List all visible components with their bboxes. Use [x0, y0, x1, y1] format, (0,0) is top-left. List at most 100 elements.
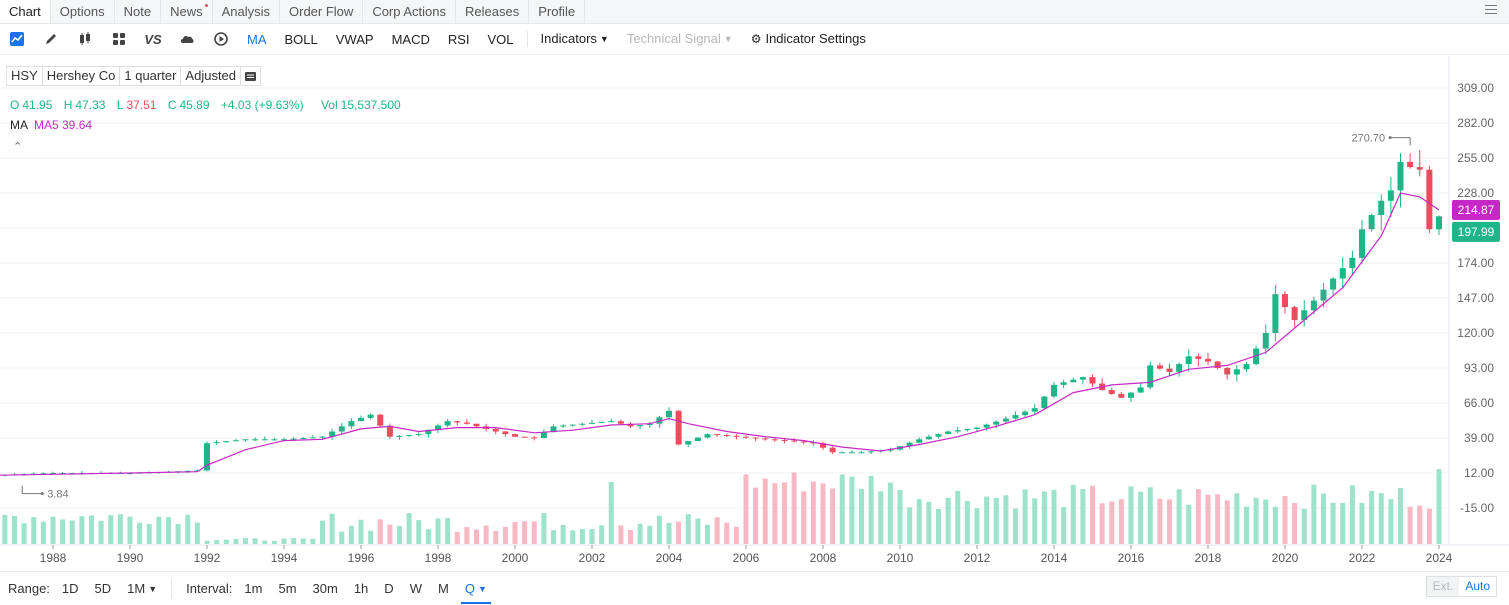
tab-profile[interactable]: Profile: [529, 0, 586, 23]
interval-5m[interactable]: 5m: [278, 581, 297, 596]
footer-divider: [171, 578, 173, 599]
tab-chart[interactable]: Chart: [0, 0, 51, 23]
time-tick-label: 2012: [964, 551, 991, 565]
chart-type-icon[interactable]: [0, 24, 34, 55]
period-label[interactable]: 1 quarter: [120, 67, 182, 85]
tab-menu-icon[interactable]: [1485, 5, 1497, 17]
ma-price-tag: 214.87: [1458, 203, 1495, 217]
interval-30m[interactable]: 30m: [312, 581, 338, 596]
ext-button[interactable]: Ext.: [1426, 577, 1460, 596]
volume-bar: [724, 522, 730, 544]
indicator-macd-button[interactable]: MACD: [391, 31, 430, 47]
indicators-menu[interactable]: Indicators ▼: [540, 31, 609, 46]
replay-icon[interactable]: [204, 24, 238, 55]
candle-body: [1185, 356, 1192, 365]
volume-bar: [1109, 501, 1115, 544]
range-5d[interactable]: 5D: [94, 581, 112, 596]
volume-bar: [830, 488, 836, 544]
chart-toolbar: VS MA BOLL VWAP MACD RSI VOL Indicators ▼ Tech…: [0, 24, 1509, 55]
volume-bar: [551, 530, 556, 544]
interval-m[interactable]: M: [437, 581, 449, 596]
technical-signal-menu[interactable]: Technical Signal ▼: [626, 31, 733, 46]
tab-corp-actions[interactable]: Corp Actions: [363, 0, 457, 23]
candle-body: [1397, 161, 1404, 191]
candle-body: [1002, 418, 1009, 422]
draw-pencil-icon[interactable]: [34, 24, 68, 55]
legend-menu-icon[interactable]: [241, 67, 260, 85]
close-value: 45.89: [179, 98, 210, 112]
volume-bar: [1244, 506, 1249, 544]
layout-grid-icon[interactable]: [102, 24, 136, 55]
candle-body: [194, 470, 201, 472]
interval-d[interactable]: D: [384, 581, 394, 596]
volume-bar: [1032, 498, 1038, 544]
indicator-vol-button[interactable]: VOL: [487, 31, 514, 47]
volume-bar: [233, 538, 239, 544]
volume-bar: [531, 521, 537, 544]
low-marker-dot: [40, 492, 44, 496]
volume-bar: [801, 491, 807, 544]
interval-1m[interactable]: 1m: [244, 581, 263, 596]
candle-body: [396, 435, 403, 437]
range-1m[interactable]: 1M ▼: [127, 581, 158, 596]
interval-label: Interval:: [186, 581, 233, 596]
candle-body: [1387, 190, 1394, 201]
volume-bar: [618, 525, 624, 544]
candlestick-icon[interactable]: [68, 24, 102, 55]
candle-body: [771, 439, 778, 441]
candle-body: [666, 410, 672, 418]
tab-options[interactable]: Options: [51, 0, 115, 23]
candle-body: [338, 426, 345, 432]
volume-bar: [1022, 489, 1028, 544]
candle-body: [993, 421, 1000, 425]
indicator-ma-button[interactable]: MA: [247, 31, 267, 47]
indicator-rsi-button[interactable]: RSI: [447, 31, 470, 47]
indicator-boll-button[interactable]: BOLL: [284, 31, 318, 47]
volume-bar: [108, 515, 114, 544]
candle-body: [848, 452, 855, 454]
tab-analysis[interactable]: Analysis: [213, 0, 281, 23]
compare-vs-icon[interactable]: VS: [144, 31, 162, 47]
indicator-settings-button[interactable]: ⚙ Indicator Settings: [750, 31, 866, 46]
tab-note[interactable]: Note: [115, 0, 162, 23]
cloud-icon[interactable]: [170, 24, 204, 55]
interval-w[interactable]: W: [409, 581, 422, 596]
candle-body: [1282, 294, 1288, 308]
time-tick-label: 2020: [1272, 551, 1299, 565]
candle-body: [858, 452, 865, 454]
volume-bar: [570, 530, 576, 544]
indicator-vwap-button[interactable]: VWAP: [335, 31, 374, 47]
volume-bar: [368, 530, 374, 544]
volume-bar: [127, 516, 133, 544]
price-chart[interactable]: 309.00282.00255.00228.00201.00174.00147.…: [0, 56, 1509, 571]
candle-body: [579, 423, 586, 425]
volume-bar: [435, 518, 441, 544]
candle-body: [598, 422, 605, 424]
time-tick-label: 1992: [194, 551, 221, 565]
tab-order-flow[interactable]: Order Flow: [280, 0, 364, 23]
indicator-buttons: MA BOLL VWAP MACD RSI VOL: [238, 24, 523, 55]
auto-button[interactable]: Auto: [1465, 579, 1490, 593]
time-tick-label: 1996: [348, 551, 375, 565]
volume-bar: [810, 481, 816, 544]
tab-releases[interactable]: Releases: [456, 0, 530, 23]
candle-body: [743, 436, 749, 438]
interval-1h[interactable]: 1h: [353, 581, 369, 596]
candle-body: [1436, 216, 1442, 230]
candle-body: [560, 425, 567, 427]
volume-bar: [204, 540, 210, 544]
candle-body: [59, 473, 66, 474]
toolbar-divider: [526, 31, 528, 47]
interval-q[interactable]: Q ▼: [457, 581, 495, 604]
volume-bar: [589, 529, 595, 544]
adjust-label[interactable]: Adjusted: [181, 67, 242, 85]
volume-bar: [291, 538, 297, 544]
volume-bar: [782, 482, 787, 544]
candle-body: [492, 428, 499, 432]
volume-bar: [156, 516, 162, 544]
collapse-chevron-icon[interactable]: ⌃: [13, 141, 23, 153]
tab-news[interactable]: News: [161, 0, 213, 23]
range-1d[interactable]: 1D: [61, 581, 79, 596]
candle-body: [309, 437, 316, 439]
candle-body: [473, 423, 480, 427]
